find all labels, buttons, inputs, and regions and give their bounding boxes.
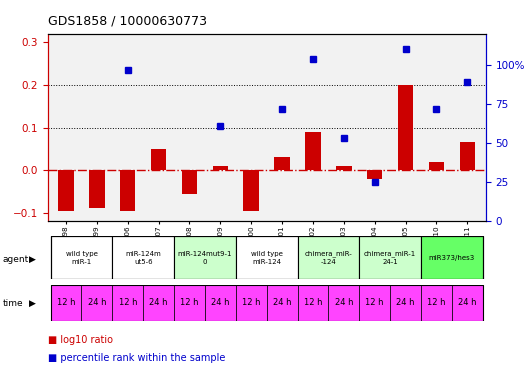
- Text: chimera_miR-1
24-1: chimera_miR-1 24-1: [364, 251, 416, 265]
- Text: chimera_miR-
-124: chimera_miR- -124: [305, 251, 352, 265]
- Text: GDS1858 / 10000630773: GDS1858 / 10000630773: [48, 14, 206, 27]
- FancyBboxPatch shape: [143, 285, 174, 321]
- FancyBboxPatch shape: [359, 285, 390, 321]
- Text: time: time: [3, 298, 23, 307]
- Text: miR373/hes3: miR373/hes3: [429, 255, 475, 261]
- Text: wild type
miR-124: wild type miR-124: [251, 251, 282, 265]
- FancyBboxPatch shape: [51, 236, 112, 279]
- Text: ▶: ▶: [29, 255, 36, 264]
- Text: 12 h: 12 h: [242, 298, 260, 307]
- Text: 24 h: 24 h: [335, 298, 353, 307]
- Text: 12 h: 12 h: [365, 298, 384, 307]
- FancyBboxPatch shape: [205, 285, 236, 321]
- Bar: [213, 166, 228, 170]
- FancyBboxPatch shape: [267, 285, 297, 321]
- Text: 12 h: 12 h: [118, 298, 137, 307]
- FancyBboxPatch shape: [174, 285, 205, 321]
- FancyBboxPatch shape: [81, 285, 112, 321]
- Bar: [275, 158, 290, 170]
- Text: 24 h: 24 h: [149, 298, 168, 307]
- Text: 24 h: 24 h: [397, 298, 415, 307]
- Text: miR-124m
ut5-6: miR-124m ut5-6: [125, 251, 161, 265]
- Text: 24 h: 24 h: [273, 298, 291, 307]
- Bar: [243, 170, 259, 211]
- Bar: [182, 170, 197, 194]
- Text: miR-124mut9-1
0: miR-124mut9-1 0: [177, 251, 232, 265]
- FancyBboxPatch shape: [390, 285, 421, 321]
- Text: agent: agent: [3, 255, 29, 264]
- Text: 24 h: 24 h: [458, 298, 476, 307]
- Bar: [336, 166, 352, 170]
- Text: 12 h: 12 h: [304, 298, 322, 307]
- Text: 12 h: 12 h: [180, 298, 199, 307]
- FancyBboxPatch shape: [112, 236, 174, 279]
- Text: 24 h: 24 h: [211, 298, 230, 307]
- Bar: [89, 170, 105, 208]
- FancyBboxPatch shape: [421, 236, 483, 279]
- Bar: [367, 170, 382, 178]
- Bar: [58, 170, 74, 211]
- Text: 12 h: 12 h: [427, 298, 446, 307]
- Bar: [120, 170, 136, 211]
- Text: ■ percentile rank within the sample: ■ percentile rank within the sample: [48, 353, 225, 363]
- FancyBboxPatch shape: [51, 285, 81, 321]
- Bar: [459, 142, 475, 170]
- FancyBboxPatch shape: [174, 236, 236, 279]
- FancyBboxPatch shape: [112, 285, 143, 321]
- Text: ■ log10 ratio: ■ log10 ratio: [48, 335, 112, 345]
- Bar: [305, 132, 320, 170]
- FancyBboxPatch shape: [236, 236, 297, 279]
- FancyBboxPatch shape: [328, 285, 359, 321]
- Text: ▶: ▶: [29, 298, 36, 307]
- FancyBboxPatch shape: [452, 285, 483, 321]
- Bar: [398, 85, 413, 170]
- FancyBboxPatch shape: [297, 285, 328, 321]
- FancyBboxPatch shape: [359, 236, 421, 279]
- Text: 24 h: 24 h: [88, 298, 106, 307]
- Text: 12 h: 12 h: [57, 298, 76, 307]
- Bar: [151, 149, 166, 170]
- FancyBboxPatch shape: [297, 236, 359, 279]
- Bar: [429, 162, 444, 170]
- Text: wild type
miR-1: wild type miR-1: [65, 251, 97, 265]
- FancyBboxPatch shape: [236, 285, 267, 321]
- FancyBboxPatch shape: [421, 285, 452, 321]
